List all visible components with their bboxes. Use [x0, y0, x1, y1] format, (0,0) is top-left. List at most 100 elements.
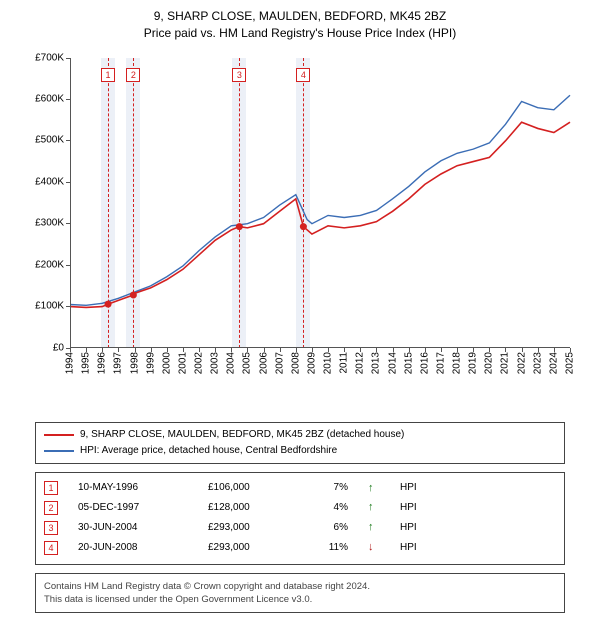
sale-index-box: 1 [44, 481, 58, 495]
x-axis-label: 2002 [194, 352, 205, 374]
arrow-icon: ↑ [368, 518, 380, 538]
x-tick [441, 348, 442, 352]
x-axis-label: 2022 [516, 352, 527, 374]
series-hpi [70, 95, 570, 305]
x-tick [393, 348, 394, 352]
y-tick [66, 58, 70, 59]
y-tick [66, 223, 70, 224]
y-axis-label: £100K [20, 301, 64, 312]
price-chart: 1234 £0£100K£200K£300K£400K£500K£600K£70… [20, 48, 580, 388]
x-axis-label: 2021 [500, 352, 511, 374]
x-tick [489, 348, 490, 352]
legend-swatch [44, 434, 74, 436]
sale-marker-box: 4 [296, 68, 310, 82]
sale-price: £128,000 [208, 499, 288, 517]
x-tick [554, 348, 555, 352]
x-axis-label: 2020 [484, 352, 495, 374]
sale-date: 10-MAY-1996 [78, 479, 188, 497]
sale-marker-box: 3 [232, 68, 246, 82]
sale-date: 05-DEC-1997 [78, 499, 188, 517]
sale-row: 205-DEC-1997£128,0004%↑HPI [44, 498, 556, 518]
x-tick [70, 348, 71, 352]
x-axis-label: 2019 [468, 352, 479, 374]
y-tick [66, 182, 70, 183]
sale-row: 420-JUN-2008£293,00011%↓HPI [44, 538, 556, 558]
sales-table: 1 10-MAY-1996 £106,000 7% ↑ HPI 2 05-DEC-1997 £1… [35, 472, 565, 565]
sale-index-box: 2 [44, 501, 58, 515]
sale-marker-box: 1 [101, 68, 115, 82]
x-tick [296, 348, 297, 352]
x-axis-label: 2010 [323, 352, 334, 374]
x-axis-label: 2016 [419, 352, 430, 374]
sale-index-box: 3 [44, 521, 58, 535]
x-tick [151, 348, 152, 352]
x-tick [376, 348, 377, 352]
y-axis-label: £0 [20, 342, 64, 353]
sale-pct: 7% [308, 479, 348, 497]
legend-row: 9, SHARP CLOSE, MAULDEN, BEDFORD, MK45 2… [44, 427, 556, 443]
x-axis-label: 2025 [565, 352, 576, 374]
y-axis-label: £500K [20, 135, 64, 146]
sale-row: 1 10-MAY-1996 £106,000 7% ↑ HPI [44, 479, 556, 499]
x-tick [215, 348, 216, 352]
sale-price: £293,000 [208, 539, 288, 557]
x-axis-label: 1995 [81, 352, 92, 374]
x-axis-label: 1996 [97, 352, 108, 374]
chart-title-block: 9, SHARP CLOSE, MAULDEN, BEDFORD, MK45 2… [8, 8, 592, 42]
x-tick [473, 348, 474, 352]
x-axis-label: 2024 [548, 352, 559, 374]
x-tick [457, 348, 458, 352]
legend-box: 9, SHARP CLOSE, MAULDEN, BEDFORD, MK45 2… [35, 422, 565, 464]
x-tick [86, 348, 87, 352]
sale-pct: 6% [308, 519, 348, 537]
x-tick [199, 348, 200, 352]
x-axis-label: 2005 [242, 352, 253, 374]
y-tick [66, 99, 70, 100]
x-tick [102, 348, 103, 352]
x-tick [264, 348, 265, 352]
sale-price: £106,000 [208, 479, 288, 497]
x-axis-label: 1994 [65, 352, 76, 374]
x-axis-label: 2014 [387, 352, 398, 374]
sale-dot [300, 223, 307, 230]
sale-date: 20-JUN-2008 [78, 539, 188, 557]
sale-ref: HPI [400, 539, 417, 557]
sale-pct: 11% [308, 539, 348, 557]
x-tick [167, 348, 168, 352]
y-tick [66, 306, 70, 307]
sale-index-box: 4 [44, 541, 58, 555]
x-axis-label: 2012 [355, 352, 366, 374]
y-tick [66, 265, 70, 266]
y-axis-label: £700K [20, 52, 64, 63]
y-tick [66, 140, 70, 141]
sale-row: 330-JUN-2004£293,0006%↑HPI [44, 518, 556, 538]
x-axis-label: 2017 [435, 352, 446, 374]
sale-ref: HPI [400, 479, 417, 497]
x-tick [118, 348, 119, 352]
attribution-box: Contains HM Land Registry data © Crown c… [35, 573, 565, 614]
arrow-icon: ↑ [368, 498, 380, 518]
series-property [70, 122, 570, 307]
sale-dot [236, 223, 243, 230]
title-address: 9, SHARP CLOSE, MAULDEN, BEDFORD, MK45 2… [8, 8, 592, 25]
y-axis-label: £600K [20, 94, 64, 105]
y-axis-label: £400K [20, 176, 64, 187]
x-tick [570, 348, 571, 352]
x-tick [135, 348, 136, 352]
sale-price: £293,000 [208, 519, 288, 537]
sale-ref: HPI [400, 499, 417, 517]
x-axis-label: 2009 [306, 352, 317, 374]
legend-label: HPI: Average price, detached house, Cent… [80, 443, 337, 459]
x-axis-label: 2004 [226, 352, 237, 374]
arrow-icon: ↑ [368, 479, 380, 499]
x-tick [425, 348, 426, 352]
x-tick [247, 348, 248, 352]
title-subtitle: Price paid vs. HM Land Registry's House … [8, 25, 592, 42]
legend-row: HPI: Average price, detached house, Cent… [44, 443, 556, 459]
x-tick [522, 348, 523, 352]
plot-area: 1234 [70, 58, 570, 348]
x-tick [312, 348, 313, 352]
x-axis-label: 2011 [339, 352, 350, 374]
x-axis-label: 2007 [274, 352, 285, 374]
x-tick [360, 348, 361, 352]
